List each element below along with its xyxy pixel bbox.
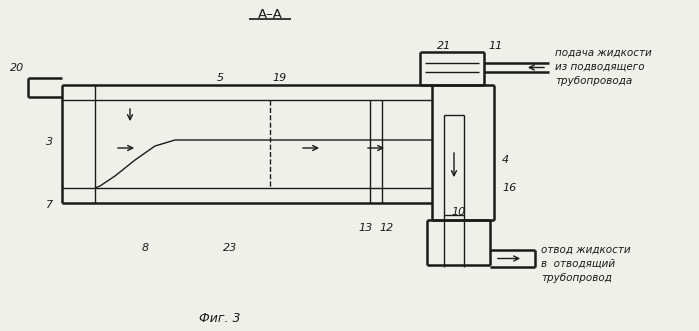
Text: отвод жидкости
в  отводящий
трубопровод: отвод жидкости в отводящий трубопровод [541,245,630,283]
Text: 23: 23 [223,243,237,253]
Text: 5: 5 [217,73,224,83]
Text: 21: 21 [437,41,451,51]
Text: 4: 4 [502,155,509,165]
Text: 7: 7 [46,200,54,210]
Text: подача жидкости
из подводящего
трубопровода: подача жидкости из подводящего трубопров… [555,48,651,86]
Text: 12: 12 [380,223,394,233]
Text: 19: 19 [273,73,287,83]
Text: 20: 20 [10,63,24,73]
Text: 10: 10 [452,207,466,217]
Text: 13: 13 [359,223,373,233]
Text: 8: 8 [141,243,149,253]
Text: 11: 11 [489,41,503,51]
Text: 16: 16 [502,183,517,193]
Text: 3: 3 [46,137,54,147]
Text: Фиг. 3: Фиг. 3 [199,311,240,324]
Text: А–А: А–А [257,8,282,21]
